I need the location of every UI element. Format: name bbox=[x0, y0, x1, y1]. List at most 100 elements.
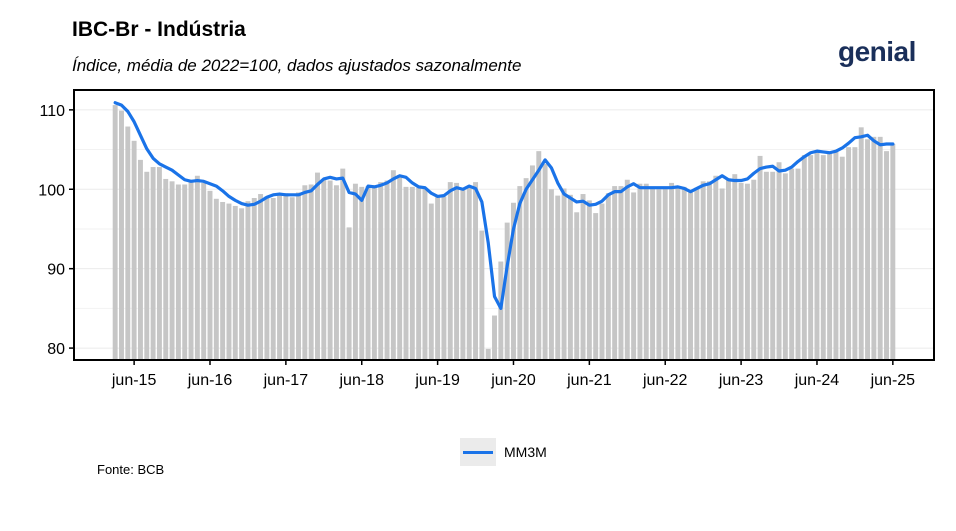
x-tick-label: jun-17 bbox=[263, 372, 309, 389]
bar bbox=[378, 182, 384, 360]
bar bbox=[542, 163, 548, 360]
bar bbox=[618, 186, 624, 360]
line-layer bbox=[113, 101, 895, 310]
x-tick-label: jun-16 bbox=[187, 372, 233, 389]
bar bbox=[441, 196, 447, 360]
bar bbox=[201, 182, 207, 360]
bar bbox=[169, 181, 175, 360]
bar bbox=[561, 188, 567, 360]
bar bbox=[757, 155, 763, 360]
bar bbox=[277, 194, 283, 360]
bar bbox=[700, 181, 706, 360]
x-tick-label: jun-21 bbox=[566, 372, 612, 389]
bar bbox=[656, 189, 662, 360]
bar bbox=[131, 140, 137, 360]
bar bbox=[669, 182, 675, 360]
bar bbox=[498, 261, 504, 360]
bar bbox=[599, 203, 605, 360]
series-line-mm3m bbox=[113, 101, 895, 310]
x-tick-label: jun-15 bbox=[111, 372, 157, 389]
bar bbox=[409, 186, 415, 360]
bar bbox=[782, 173, 788, 360]
bar bbox=[466, 186, 472, 360]
legend: MM3M bbox=[460, 438, 547, 466]
bar bbox=[827, 152, 833, 360]
bar bbox=[283, 193, 289, 360]
bar bbox=[725, 179, 731, 360]
bar bbox=[182, 184, 188, 360]
bar bbox=[352, 183, 358, 360]
bar bbox=[270, 198, 276, 360]
x-tick-label: jun-20 bbox=[490, 372, 536, 389]
bar bbox=[220, 201, 226, 360]
bar bbox=[454, 182, 460, 360]
bar bbox=[820, 155, 826, 360]
bar bbox=[504, 222, 510, 360]
bar bbox=[529, 165, 535, 360]
bar bbox=[321, 179, 327, 360]
bar bbox=[858, 127, 864, 360]
bar bbox=[150, 167, 156, 360]
bar bbox=[662, 188, 668, 360]
bar bbox=[719, 188, 725, 360]
bar bbox=[675, 188, 681, 360]
bar bbox=[580, 194, 586, 360]
bar bbox=[137, 159, 143, 360]
x-tick-label: jun-24 bbox=[794, 372, 840, 389]
x-axis: jun-15 jun-16 jun-17 jun-18 jun-19 jun-20 jun-… bbox=[111, 360, 915, 389]
bar bbox=[315, 172, 320, 360]
bar bbox=[694, 187, 700, 360]
bar bbox=[258, 194, 264, 360]
bar bbox=[795, 168, 801, 360]
bar bbox=[688, 192, 693, 360]
bar bbox=[511, 202, 516, 360]
bar bbox=[308, 184, 314, 360]
bar bbox=[188, 179, 194, 360]
bar bbox=[435, 197, 441, 360]
bar bbox=[119, 110, 124, 361]
bar bbox=[125, 126, 131, 360]
bar bbox=[156, 167, 162, 360]
bar bbox=[808, 155, 814, 360]
bar bbox=[732, 174, 738, 360]
bar bbox=[473, 182, 479, 360]
bar bbox=[422, 188, 428, 360]
bar bbox=[567, 194, 573, 360]
x-tick-label: jun-23 bbox=[718, 372, 764, 389]
bar bbox=[371, 185, 377, 360]
bar bbox=[296, 192, 301, 360]
bar bbox=[624, 179, 630, 360]
y-tick-label: 110 bbox=[39, 103, 65, 120]
y-axis: 80 90 100 110 bbox=[38, 103, 74, 358]
bar bbox=[232, 205, 238, 360]
bar bbox=[839, 156, 845, 360]
bar bbox=[890, 144, 896, 360]
chart-title: IBC-Br - Indústria bbox=[72, 18, 246, 41]
bar bbox=[340, 168, 346, 360]
bar bbox=[485, 348, 491, 360]
legend-label-mm3m: MM3M bbox=[504, 444, 547, 460]
bar bbox=[359, 186, 365, 360]
bar bbox=[327, 180, 333, 360]
bar bbox=[517, 186, 523, 360]
bar bbox=[365, 186, 371, 360]
bar bbox=[763, 171, 769, 360]
bar bbox=[707, 181, 712, 360]
bar bbox=[397, 174, 403, 360]
bar bbox=[852, 147, 858, 360]
bar bbox=[384, 180, 390, 360]
bar bbox=[163, 178, 169, 360]
bar bbox=[302, 185, 308, 360]
bar bbox=[548, 189, 554, 360]
x-tick-label: jun-19 bbox=[414, 372, 460, 389]
bar bbox=[428, 203, 434, 360]
bar bbox=[416, 187, 422, 360]
bar bbox=[447, 182, 453, 360]
bar bbox=[403, 186, 409, 360]
bar bbox=[112, 105, 118, 360]
x-tick-label: jun-18 bbox=[338, 372, 384, 389]
bar bbox=[738, 182, 744, 360]
bar-layer bbox=[112, 105, 896, 361]
bar bbox=[801, 155, 807, 360]
x-tick-label: jun-22 bbox=[642, 372, 688, 389]
